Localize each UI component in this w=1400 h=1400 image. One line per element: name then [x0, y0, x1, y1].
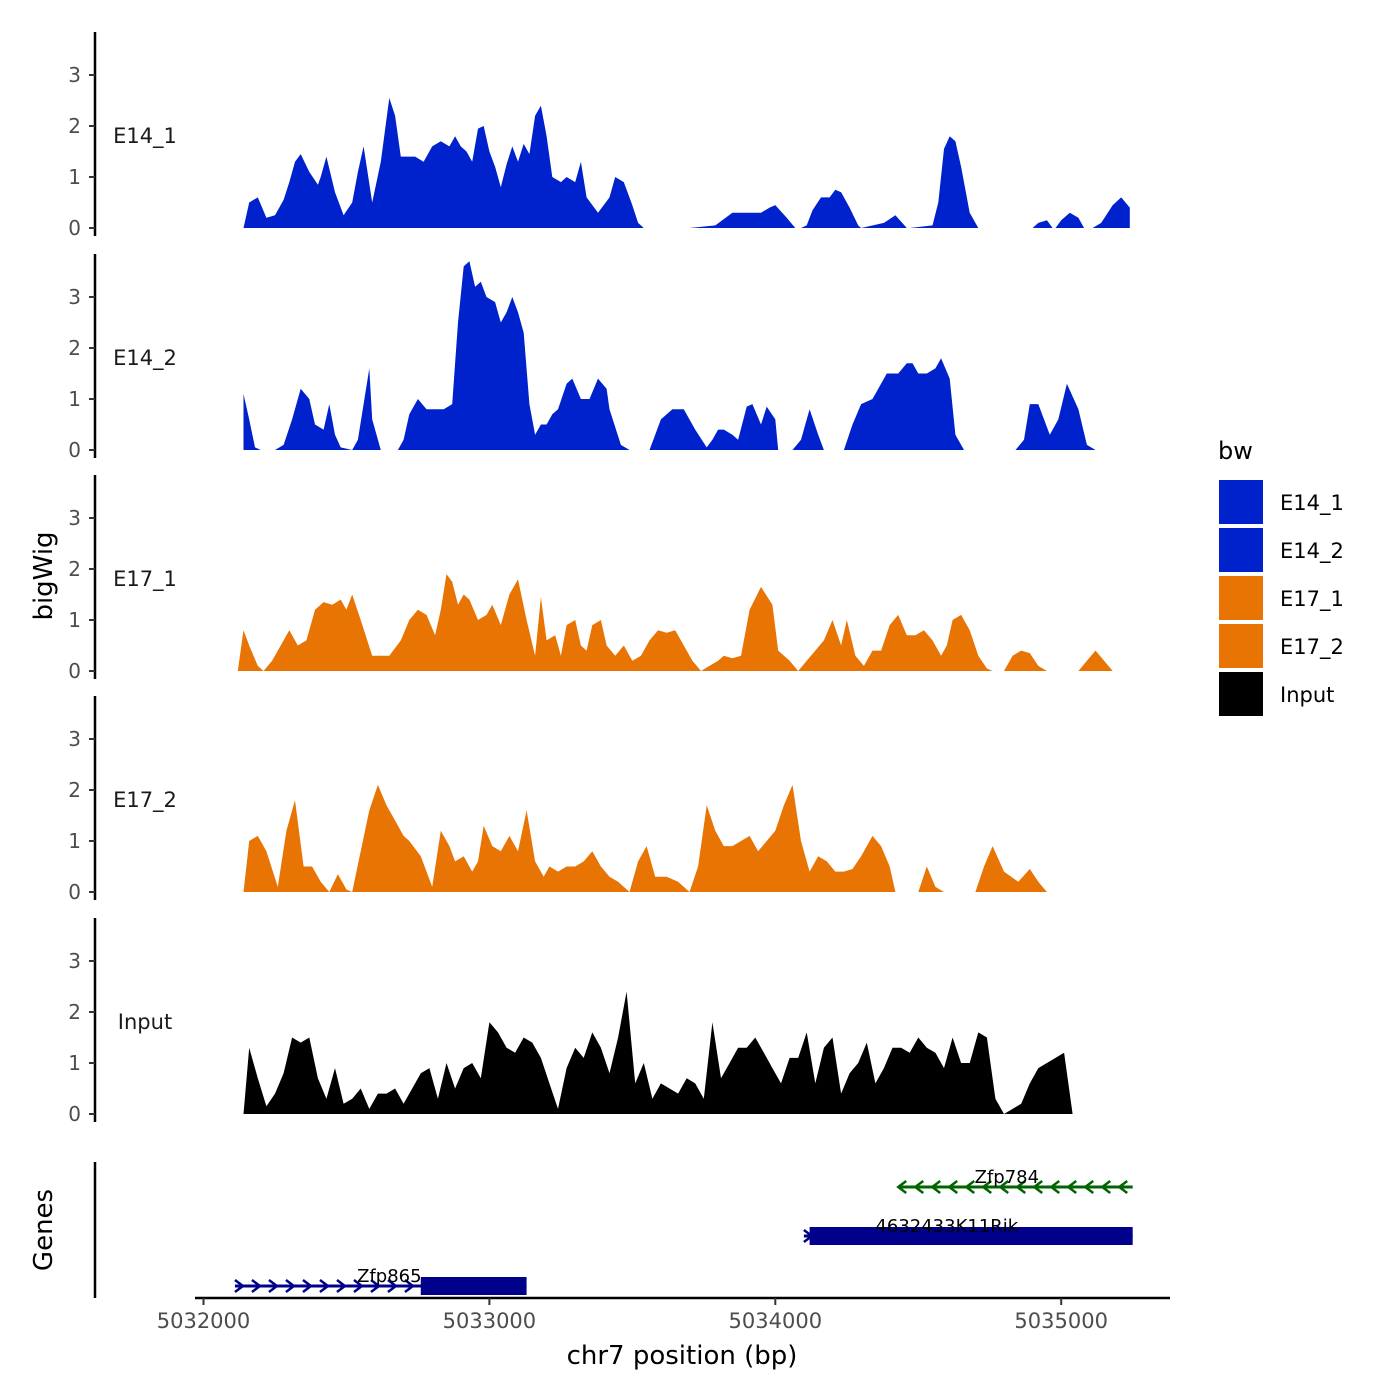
y-tick-label: 0: [68, 880, 81, 904]
legend-label: E17_1: [1280, 587, 1344, 612]
gene-exon: [809, 1227, 1133, 1245]
strand-arrow: [1117, 1180, 1128, 1194]
genes-panel: Zfp784 4632433K11Rik Zfp865: [93, 1162, 1133, 1298]
strand-arrow: [896, 1180, 907, 1194]
y-tick-label: 1: [68, 1051, 81, 1075]
legend-label: E14_1: [1280, 491, 1344, 516]
strand-arrow: [913, 1180, 924, 1194]
strand-arrow: [404, 1279, 416, 1293]
x-axis-title: chr7 position (bp): [567, 1341, 798, 1371]
legend-swatch: [1219, 480, 1263, 524]
strand-arrow: [998, 1180, 1009, 1194]
track-label: E17_1: [113, 567, 177, 592]
panel-input: 0 1 2 3 Input: [68, 918, 1133, 1126]
gene-zfp784: Zfp784: [896, 1167, 1133, 1194]
strand-arrow: [285, 1279, 297, 1293]
y-axis-title: bigWig: [29, 531, 59, 620]
track-label: E17_2: [113, 788, 177, 813]
strand-arrow: [268, 1279, 280, 1293]
legend-swatch: [1219, 624, 1263, 668]
x-tick-label: 5033000: [443, 1309, 537, 1333]
strand-arrow: [1083, 1180, 1094, 1194]
y-tick-label: 1: [68, 608, 81, 632]
track-label: E14_2: [113, 346, 177, 371]
legend: bw E14_1 E14_2 E17_1 E17_2 Input: [1218, 437, 1344, 716]
x-tick-label: 5034000: [729, 1309, 823, 1333]
strand-arrow: [1100, 1180, 1111, 1194]
x-axis: 5032000 5033000 5034000 5035000: [157, 1296, 1170, 1333]
legend-label: E17_2: [1280, 635, 1344, 660]
gene-label: Zfp784: [975, 1167, 1039, 1188]
strand-arrow: [1032, 1180, 1043, 1194]
y-tick-label: 1: [68, 387, 81, 411]
strand-arrow: [981, 1180, 992, 1194]
track-label: Input: [118, 1010, 172, 1034]
y-tick-label: 2: [68, 114, 81, 138]
panel-e14-1: 0 1 2 3 E14_1: [68, 32, 1130, 240]
strand-arrow: [319, 1279, 331, 1293]
legend-swatch: [1219, 528, 1263, 572]
strand-arrow: [336, 1279, 348, 1293]
strand-arrow: [234, 1279, 246, 1293]
strand-arrow: [964, 1180, 975, 1194]
y-tick-label: 2: [68, 778, 81, 802]
y-tick-label: 3: [68, 506, 81, 530]
signal-area: [243, 991, 1133, 1114]
panel-e17-2: 0 1 2 3 E17_2: [68, 696, 1130, 904]
strand-arrow: [1049, 1180, 1060, 1194]
strand-arrow: [302, 1279, 314, 1293]
gene-zfp865: Zfp865: [234, 1266, 527, 1295]
x-tick-label: 5032000: [157, 1309, 251, 1333]
x-tick-label: 5035000: [1014, 1309, 1108, 1333]
strand-arrow: [370, 1279, 382, 1293]
y-tick-label: 3: [68, 285, 81, 309]
legend-swatch: [1219, 576, 1263, 620]
y-tick-label: 1: [68, 165, 81, 189]
legend-swatch: [1219, 672, 1263, 716]
y-tick-label: 0: [68, 1102, 81, 1126]
y-tick-label: 3: [68, 727, 81, 751]
strand-arrow: [1066, 1180, 1077, 1194]
strand-arrow: [930, 1180, 941, 1194]
strand-arrow: [251, 1279, 263, 1293]
y-tick-label: 2: [68, 336, 81, 360]
strand-arrow: [1015, 1180, 1026, 1194]
y-tick-label: 3: [68, 949, 81, 973]
gene-label: Zfp865: [357, 1266, 421, 1287]
legend-label: Input: [1280, 683, 1334, 707]
y-tick-label: 0: [68, 659, 81, 683]
y-tick-label: 0: [68, 438, 81, 462]
y-tick-label: 1: [68, 829, 81, 853]
y-tick-label: 3: [68, 63, 81, 87]
strand-arrow: [947, 1180, 958, 1194]
gene-exon: [420, 1277, 527, 1295]
panel-e14-2: 0 1 2 3 E14_2: [68, 254, 1130, 462]
gene-label: 4632433K11Rik: [875, 1216, 1018, 1237]
legend-title: bw: [1218, 437, 1253, 465]
y-tick-label: 2: [68, 1000, 81, 1024]
y-tick-label: 2: [68, 557, 81, 581]
strand-arrow: [353, 1279, 365, 1293]
signal-panels: 0 1 2 3 E14_1 0 1 2 3 E14_2 0 1 2 3 E17_1 0 1 2 3 E17_2 0 1 2 3…: [68, 32, 1133, 1126]
legend-label: E14_2: [1280, 539, 1344, 564]
signal-area: [243, 784, 1130, 892]
track-label: E14_1: [113, 124, 177, 149]
signal-area: [243, 98, 1130, 228]
signal-area: [243, 261, 1130, 450]
genes-axis-title: Genes: [29, 1189, 59, 1271]
strand-arrow: [387, 1279, 399, 1293]
y-tick-label: 0: [68, 216, 81, 240]
signal-area: [237, 574, 1130, 671]
gene-4632433k11rik: 4632433K11Rik: [803, 1216, 1133, 1245]
panel-e17-1: 0 1 2 3 E17_1: [68, 475, 1130, 683]
